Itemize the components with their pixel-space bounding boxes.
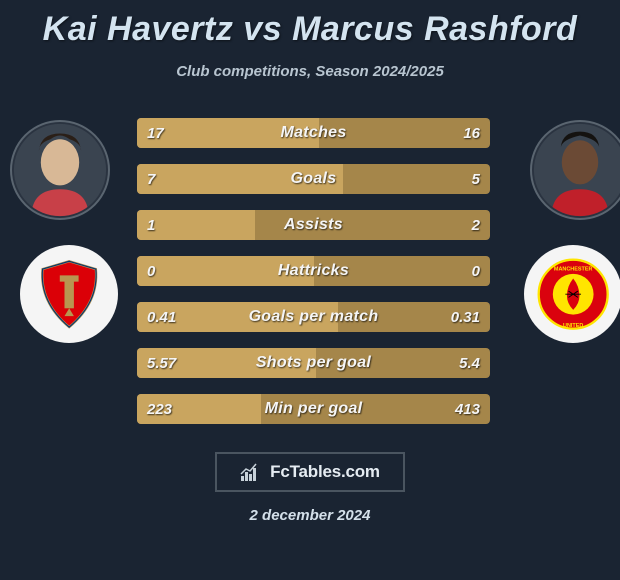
stat-value-right: 0.31 (441, 302, 490, 332)
brand-label: FcTables.com (270, 462, 380, 482)
club-right-badge: MANCHESTER UNITED (524, 245, 620, 343)
subtitle: Club competitions, Season 2024/2025 (0, 63, 620, 80)
club-left-badge (20, 245, 118, 343)
stat-label: Goals (137, 164, 490, 194)
svg-text:MANCHESTER: MANCHESTER (554, 266, 593, 272)
stat-value-right: 5 (462, 164, 490, 194)
brand-icon (240, 462, 264, 482)
stat-row: 0.41Goals per match0.31 (137, 302, 490, 332)
stat-row: 223Min per goal413 (137, 394, 490, 424)
stat-row: 5.57Shots per goal5.4 (137, 348, 490, 378)
player-right-avatar (530, 120, 620, 220)
page-title: Kai Havertz vs Marcus Rashford (0, 0, 620, 49)
stat-label: Hattricks (137, 256, 490, 286)
svg-text:UNITED: UNITED (563, 323, 583, 329)
stat-row: 0Hattricks0 (137, 256, 490, 286)
stat-value-right: 5.4 (449, 348, 490, 378)
stat-label: Assists (137, 210, 490, 240)
stat-value-right: 2 (462, 210, 490, 240)
brand-badge: FcTables.com (215, 452, 405, 492)
stat-label: Matches (137, 118, 490, 148)
stat-label: Shots per goal (137, 348, 490, 378)
stat-row: 17Matches16 (137, 118, 490, 148)
stats-list: 17Matches16 7Goals5 1Assists2 0Hattricks0 0.… (137, 118, 490, 440)
stat-value-right: 0 (462, 256, 490, 286)
comparison-panel: MANCHESTER UNITED 17Matches16 7Goals5 1Ass… (0, 110, 620, 440)
stat-value-right: 413 (445, 394, 490, 424)
stat-label: Goals per match (137, 302, 490, 332)
stat-row: 1Assists2 (137, 210, 490, 240)
stat-row: 7Goals5 (137, 164, 490, 194)
player-left-avatar (10, 120, 110, 220)
stat-value-right: 16 (453, 118, 490, 148)
stat-label: Min per goal (137, 394, 490, 424)
date-label: 2 december 2024 (0, 507, 620, 524)
